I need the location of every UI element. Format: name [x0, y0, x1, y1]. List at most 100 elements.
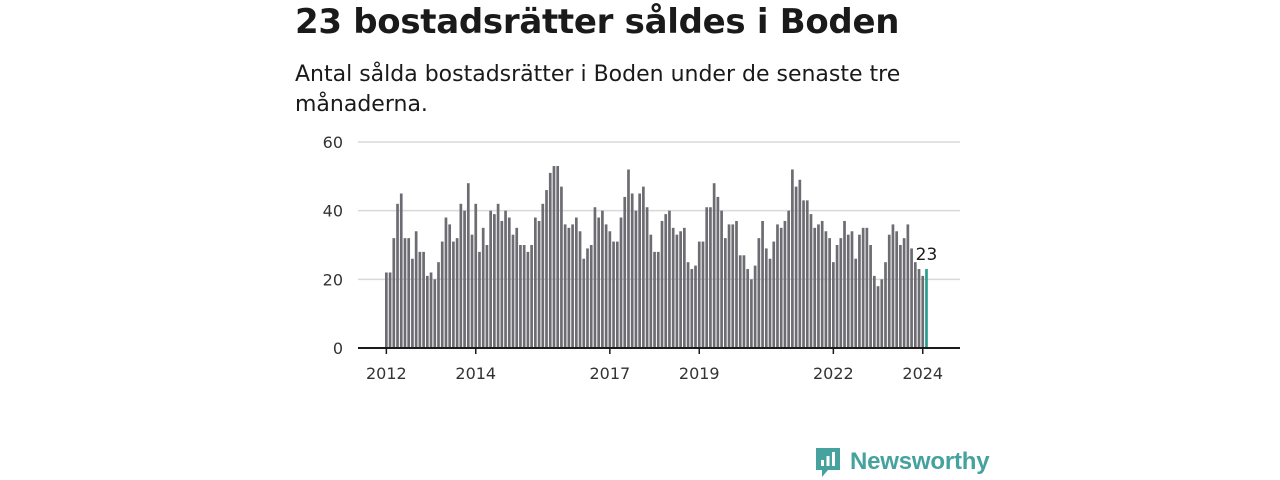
bar — [735, 220, 738, 348]
bar — [601, 210, 604, 348]
bar — [459, 203, 463, 348]
newsworthy-logo[interactable]: Newsworthy — [814, 446, 990, 478]
bar — [440, 241, 444, 348]
bar — [884, 262, 887, 348]
x-axis: 2012 2014 2017 2019 2022 2024 — [358, 347, 960, 383]
bar — [481, 227, 485, 348]
bar — [723, 238, 727, 348]
bar — [571, 224, 574, 348]
bar — [783, 220, 787, 348]
y-axis: 0 20 40 60 — [323, 133, 343, 358]
y-tick-label: 40 — [323, 202, 343, 221]
bar — [615, 241, 619, 348]
bar — [843, 220, 846, 348]
bar — [478, 251, 481, 348]
bar — [489, 210, 492, 348]
bar — [530, 245, 533, 348]
bar — [448, 224, 452, 348]
bar — [470, 234, 474, 348]
bar — [899, 245, 902, 348]
bar — [586, 248, 589, 348]
bar — [645, 207, 649, 348]
bar — [913, 262, 917, 348]
bar — [418, 251, 422, 348]
bar — [839, 238, 843, 348]
bar — [701, 241, 705, 348]
bar — [764, 248, 768, 348]
bar — [824, 231, 828, 348]
bar — [891, 224, 895, 348]
bar — [787, 210, 790, 348]
bar — [623, 196, 627, 348]
bar — [474, 203, 478, 348]
bar — [727, 224, 731, 348]
bar — [414, 231, 418, 348]
bar — [850, 231, 854, 348]
bar — [832, 262, 835, 348]
bar — [507, 217, 511, 348]
bar — [593, 207, 597, 348]
bar — [574, 217, 578, 348]
bar — [675, 234, 679, 348]
annotations: 23 — [916, 245, 938, 265]
x-tick-label: 2012 — [366, 364, 407, 383]
bar — [634, 210, 638, 348]
bar — [746, 269, 750, 348]
bar — [872, 275, 876, 348]
bar — [694, 265, 697, 348]
bar — [753, 265, 757, 348]
bar — [556, 166, 560, 348]
bar — [731, 224, 735, 348]
x-tick-label: 2019 — [679, 364, 720, 383]
bar — [563, 224, 567, 348]
bar — [757, 238, 761, 348]
bar — [493, 214, 496, 348]
bar — [910, 248, 913, 348]
y-tick-label: 0 — [333, 339, 343, 358]
bar — [500, 220, 504, 348]
bar — [865, 227, 869, 348]
bar — [407, 238, 411, 348]
bar — [619, 217, 623, 348]
bar — [392, 238, 396, 348]
bar — [805, 200, 809, 348]
bar — [705, 207, 709, 348]
bar — [887, 234, 891, 348]
bar — [861, 227, 865, 348]
bar — [668, 210, 671, 348]
bar — [820, 220, 824, 348]
bar — [921, 275, 925, 348]
bar — [399, 193, 403, 348]
bar — [906, 224, 910, 348]
bar — [880, 279, 884, 348]
bar — [567, 227, 571, 348]
bar — [794, 186, 798, 348]
bar — [738, 255, 742, 348]
bar — [656, 251, 660, 348]
bar — [858, 234, 861, 348]
bar — [597, 217, 601, 348]
bar — [902, 238, 906, 348]
bar — [519, 245, 522, 348]
newsworthy-logo-text: Newsworthy — [850, 448, 990, 475]
bar — [809, 214, 813, 348]
bar — [679, 231, 682, 348]
bar — [802, 200, 805, 348]
bar — [876, 286, 880, 348]
bar — [750, 279, 753, 348]
bar — [411, 258, 414, 348]
bar — [534, 217, 537, 348]
bar — [537, 220, 541, 348]
chart-title: 23 bostadsrätter såldes i Boden — [295, 2, 900, 42]
bar — [466, 183, 470, 348]
bar — [627, 169, 630, 348]
bar — [835, 245, 839, 348]
bar-highlight — [925, 269, 928, 348]
bar — [425, 275, 429, 348]
x-tick-label: 2014 — [455, 364, 496, 383]
bar — [716, 196, 720, 348]
bar — [653, 251, 656, 348]
bar — [515, 227, 519, 348]
bar — [548, 172, 552, 348]
